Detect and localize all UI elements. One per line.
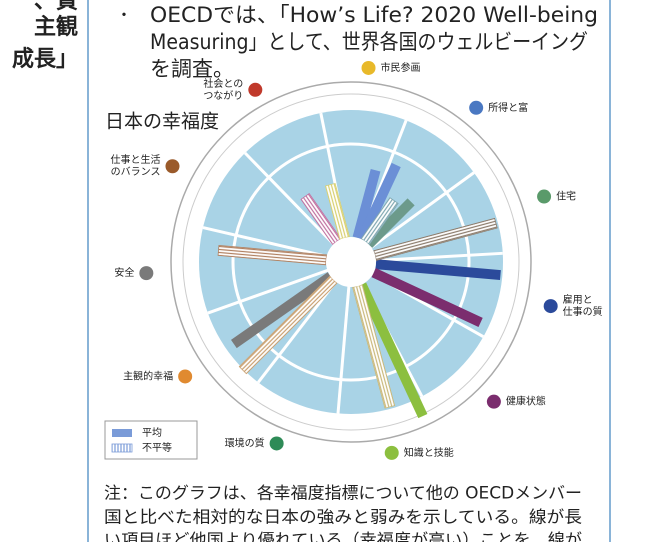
bar	[324, 182, 350, 240]
group-label: 市民参画	[381, 61, 421, 74]
bar	[238, 275, 338, 375]
legend-swatch	[111, 443, 133, 453]
bar	[360, 197, 399, 245]
bar	[300, 193, 342, 245]
content-box	[87, 0, 611, 542]
figure-title: 日本の幸福度	[105, 111, 219, 133]
group-icon	[384, 445, 399, 460]
group-label: 雇用と	[563, 293, 593, 306]
group-label: つながり	[203, 89, 243, 102]
group-icon	[486, 394, 501, 409]
group-label: 環境の質	[225, 436, 265, 449]
bullet-text: OECDでは、「How’s Life? 2020 Well-being	[150, 3, 598, 27]
group-label: 社会との	[203, 77, 243, 90]
wheel	[170, 81, 532, 443]
left-text: 主観	[34, 14, 78, 40]
bullet-text: を調査。	[150, 57, 234, 81]
sector-divider	[207, 260, 352, 315]
bar	[371, 268, 483, 327]
group-label: 健康状態	[506, 395, 546, 408]
bar	[357, 282, 428, 419]
group-label: のバランス	[111, 166, 161, 178]
group-label: 知識と技能	[404, 446, 454, 459]
group-icon	[361, 60, 376, 75]
group-icon	[248, 82, 263, 97]
group-label: 仕事の質	[563, 305, 603, 318]
group-icon	[543, 299, 558, 314]
legend: 平均 不平等	[104, 420, 198, 460]
group-icon	[269, 436, 284, 451]
note-text: い項目ほど他国より優れている（幸福度が高い）ことを、線が	[104, 531, 583, 542]
bullet-marker: ・	[116, 6, 132, 25]
bar	[357, 162, 401, 242]
bar	[352, 168, 381, 240]
bar	[365, 198, 415, 248]
legend-swatch	[112, 429, 132, 437]
group-icon	[165, 159, 180, 174]
bar	[375, 259, 501, 281]
group-label: 住宅	[556, 190, 576, 203]
left-text: 、質	[34, 0, 78, 14]
group-icon	[537, 189, 552, 204]
legend-label: 不平等	[142, 441, 172, 454]
group-label: 安全	[114, 266, 134, 279]
group-label: 所得と富	[488, 101, 528, 114]
bullet-text: Measuring」として、世界各国のウェルビーイング	[150, 30, 588, 54]
group-icon	[178, 369, 193, 384]
bar	[217, 244, 327, 266]
sector-divider	[336, 261, 353, 414]
group-label: 主観的幸福	[123, 369, 173, 382]
note-text: 注：このグラフは、各幸福度指標について他の OECDメンバー	[104, 484, 582, 503]
bar	[230, 272, 334, 349]
group-label: 仕事と生活	[110, 153, 160, 166]
note-text: 国と比べた相対的な日本の強みと弱みを示している。線が長	[104, 508, 583, 527]
left-text: 成長」	[12, 47, 78, 72]
legend-label: 平均	[142, 427, 162, 439]
group-icon	[469, 100, 484, 115]
group-icon	[139, 266, 154, 281]
